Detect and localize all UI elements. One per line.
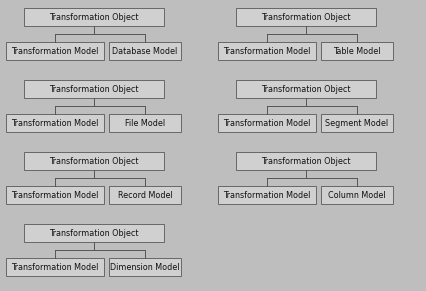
FancyBboxPatch shape [109,258,181,276]
FancyBboxPatch shape [6,114,104,132]
Text: Segment Model: Segment Model [325,118,389,127]
FancyBboxPatch shape [218,42,316,60]
FancyBboxPatch shape [6,186,104,204]
Text: Transformation Object: Transformation Object [49,84,138,93]
Text: Transformation Object: Transformation Object [261,84,350,93]
Text: Transformation Model: Transformation Model [223,118,311,127]
FancyBboxPatch shape [23,152,164,170]
FancyBboxPatch shape [321,186,393,204]
Text: Transformation Model: Transformation Model [12,262,99,272]
Text: Transformation Model: Transformation Model [12,47,99,56]
FancyBboxPatch shape [218,114,316,132]
FancyBboxPatch shape [321,114,393,132]
Text: Transformation Object: Transformation Object [49,157,138,166]
Text: Transformation Model: Transformation Model [12,118,99,127]
Text: Column Model: Column Model [328,191,386,200]
Text: Transformation Model: Transformation Model [223,191,311,200]
FancyBboxPatch shape [109,186,181,204]
FancyBboxPatch shape [109,114,181,132]
FancyBboxPatch shape [236,8,375,26]
FancyBboxPatch shape [321,42,393,60]
Text: Record Model: Record Model [118,191,173,200]
Text: Database Model: Database Model [112,47,178,56]
Text: Table Model: Table Model [333,47,381,56]
Text: Transformation Object: Transformation Object [49,228,138,237]
FancyBboxPatch shape [236,152,375,170]
FancyBboxPatch shape [218,186,316,204]
FancyBboxPatch shape [6,42,104,60]
FancyBboxPatch shape [23,224,164,242]
Text: File Model: File Model [125,118,165,127]
Text: Dimension Model: Dimension Model [110,262,180,272]
FancyBboxPatch shape [109,42,181,60]
FancyBboxPatch shape [6,258,104,276]
Text: Transformation Object: Transformation Object [49,13,138,22]
Text: Transformation Object: Transformation Object [261,13,350,22]
FancyBboxPatch shape [23,80,164,98]
FancyBboxPatch shape [23,8,164,26]
Text: Transformation Object: Transformation Object [261,157,350,166]
Text: Transformation Model: Transformation Model [12,191,99,200]
Text: Transformation Model: Transformation Model [223,47,311,56]
FancyBboxPatch shape [236,80,375,98]
